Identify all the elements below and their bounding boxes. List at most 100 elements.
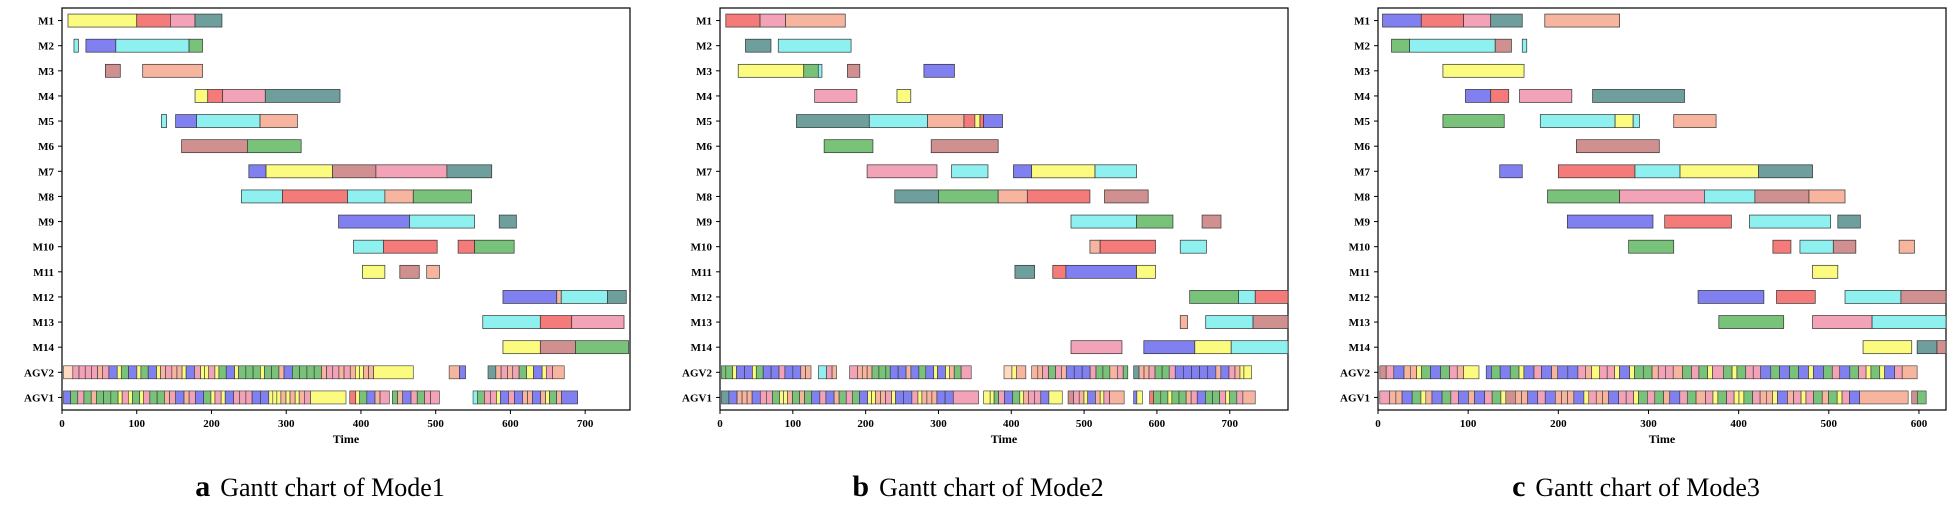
- task-bar: [196, 114, 261, 128]
- x-tick-label: 0: [1375, 418, 1381, 430]
- task-bar: [1614, 114, 1634, 128]
- row-label: M6: [38, 141, 54, 153]
- task-bar: [338, 214, 410, 229]
- task-bar: [1490, 89, 1510, 103]
- agv-segment: [299, 365, 308, 380]
- row-label: M2: [38, 41, 54, 53]
- x-tick-label: 500: [1076, 418, 1093, 430]
- task-bar: [1772, 239, 1792, 254]
- row-label: M10: [1349, 242, 1371, 254]
- task-bar: [375, 164, 448, 179]
- agv-segment: [363, 365, 369, 380]
- task-bar: [502, 340, 541, 355]
- task-bar: [923, 63, 955, 78]
- agv-segment: [359, 390, 368, 405]
- task-bar: [1143, 340, 1196, 355]
- task-bar: [896, 89, 912, 103]
- agv-segment: [949, 365, 955, 380]
- agv-segment: [1813, 365, 1824, 380]
- task-bar: [759, 13, 786, 28]
- agv-segment: [1393, 365, 1405, 380]
- task-bar: [817, 63, 823, 78]
- agv-segment: [770, 365, 780, 380]
- task-bar: [1697, 290, 1765, 304]
- agv-segment: [759, 390, 767, 405]
- agv-segment: [1420, 390, 1427, 405]
- task-bar: [1539, 114, 1616, 128]
- gantt-chart-a: M1 M2 M3 M4 M5 M6 M7 M8 M9 M10 M11 M12 M13 M14 AGV2 AGV…: [24, 7, 631, 446]
- task-bar: [384, 189, 414, 204]
- agv-segment: [1067, 390, 1074, 405]
- task-bar: [745, 38, 772, 53]
- agv-segment: [355, 390, 361, 405]
- task-bar: [1812, 264, 1839, 279]
- panel-b: M1 M2 M3 M4 M5 M6 M7 M8 M9 M10 M11 M12 M13 M14 AGV2 AGV…: [658, 0, 1298, 532]
- task-bar: [1089, 239, 1101, 254]
- row-label: M12: [33, 292, 55, 304]
- agv-segment: [181, 365, 187, 380]
- agv-segment: [283, 365, 293, 380]
- agv-segment: [252, 365, 261, 380]
- row-label: M4: [38, 91, 54, 103]
- task-bar: [502, 290, 558, 304]
- row-label: M1: [38, 16, 54, 28]
- agv-segment: [1772, 390, 1778, 405]
- x-tick-label: 500: [1821, 418, 1838, 430]
- agv-segment: [313, 365, 322, 380]
- agv-segment: [1190, 390, 1198, 405]
- task-bar: [796, 114, 870, 128]
- agv-segment: [911, 390, 919, 405]
- agv-segment: [1174, 365, 1184, 380]
- agv-segment: [149, 390, 158, 405]
- agv-segment: [214, 390, 222, 405]
- agv-segment: [1634, 365, 1644, 380]
- caption-text: Gantt chart of Mode1: [220, 473, 445, 502]
- agv-segment: [245, 390, 253, 405]
- agv-segment: [1416, 365, 1422, 380]
- agv-segment: [1870, 365, 1881, 380]
- agv-segment: [1160, 390, 1169, 405]
- agv-segment: [1183, 365, 1192, 380]
- agv-segment: [936, 390, 946, 405]
- agv-segment: [1752, 365, 1762, 380]
- agv-segment: [885, 365, 891, 380]
- task-bar: [246, 139, 302, 154]
- caption-letter: b: [852, 470, 870, 503]
- agv-segment: [84, 365, 92, 380]
- row-label: M5: [38, 116, 54, 128]
- agv-segment: [831, 365, 837, 380]
- agv-segment: [1116, 365, 1124, 380]
- task-bar: [474, 239, 515, 254]
- task-bar: [347, 189, 386, 204]
- task-bar: [399, 264, 420, 279]
- agv-segment: [1023, 390, 1030, 405]
- task-bar: [1494, 38, 1512, 53]
- task-bar: [1900, 290, 1947, 304]
- agv-segment: [1411, 390, 1422, 405]
- row-label: M6: [1354, 141, 1370, 153]
- agv-segment: [818, 365, 827, 380]
- row-label: M5: [696, 116, 712, 128]
- task-bar: [241, 189, 283, 204]
- x-tick-label: 100: [128, 418, 145, 430]
- row-label: M13: [691, 317, 713, 329]
- agv-segment: [1095, 365, 1104, 380]
- agv-segment: [1153, 390, 1162, 405]
- agv-segment: [1225, 390, 1230, 405]
- task-bar: [777, 38, 852, 53]
- task-bar: [1799, 239, 1834, 254]
- agv-segment: [1557, 365, 1569, 380]
- agv-segment: [518, 365, 527, 380]
- agv-segment: [512, 365, 520, 380]
- task-bar: [979, 114, 984, 128]
- agv-segment: [194, 365, 201, 380]
- agv-segment: [552, 365, 565, 380]
- agv-segment: [195, 390, 204, 405]
- agv-segment: [1122, 365, 1129, 380]
- agv-segment: [1395, 390, 1403, 405]
- caption-letter: c: [1512, 470, 1526, 503]
- gantt-chart-b: M1 M2 M3 M4 M5 M6 M7 M8 M9 M10 M11 M12 M13 M14 AGV2 AGV…: [682, 7, 1289, 446]
- task-bar: [1442, 63, 1525, 78]
- task-bar: [575, 340, 629, 355]
- agv-segment: [1136, 390, 1143, 405]
